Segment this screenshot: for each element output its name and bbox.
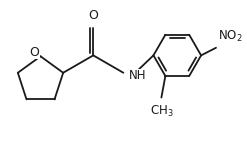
Text: O: O [30, 46, 40, 59]
Text: NO$_2$: NO$_2$ [218, 29, 243, 44]
Text: CH$_3$: CH$_3$ [149, 103, 173, 119]
Text: O: O [88, 9, 98, 22]
Text: NH: NH [129, 69, 147, 82]
